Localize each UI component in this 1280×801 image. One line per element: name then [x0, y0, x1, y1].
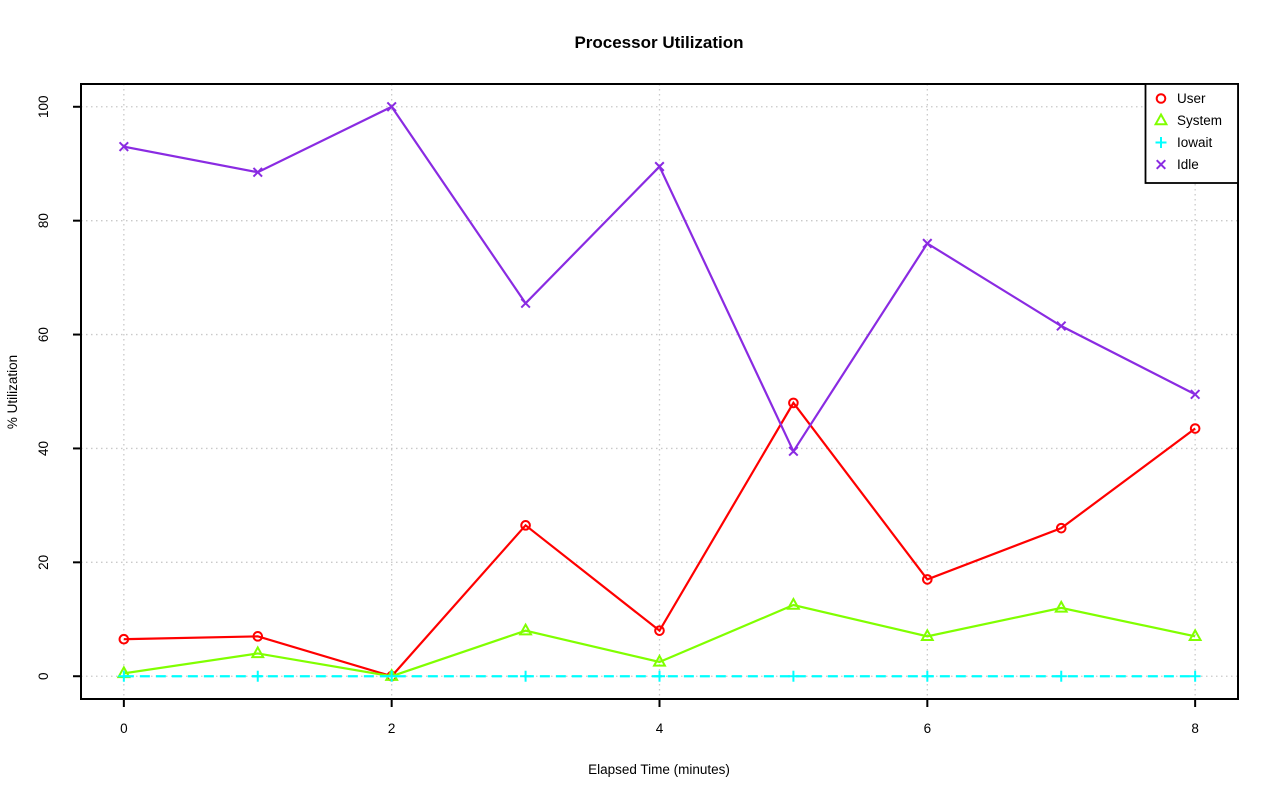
- legend-label: Idle: [1177, 157, 1199, 172]
- circle-marker-icon: [1055, 522, 1067, 534]
- legend-item-system: System: [1153, 112, 1222, 128]
- x-tick-label: 8: [1191, 721, 1199, 736]
- legend-label: User: [1177, 91, 1206, 106]
- circle-marker-icon: [654, 625, 665, 636]
- y-tick-label: 40: [36, 441, 51, 456]
- plus-marker-icon: [654, 670, 665, 682]
- y-tick-label: 60: [36, 327, 51, 342]
- circle-marker-icon: [1189, 423, 1201, 434]
- circle-marker-icon: [118, 633, 130, 645]
- circle-marker-icon: [922, 574, 933, 585]
- series-layer: [116, 101, 1203, 682]
- y-tick-label: 100: [36, 96, 51, 119]
- circle-marker-icon: [520, 520, 531, 531]
- legend-item-iowait: Iowait: [1155, 135, 1213, 150]
- x-marker-icon: [1190, 389, 1201, 400]
- triangle-marker-icon: [250, 645, 265, 659]
- plus-marker-icon: [118, 670, 130, 682]
- plus-marker-icon: [787, 670, 799, 682]
- legend-item-idle: Idle: [1155, 157, 1199, 172]
- y-tick-label: 0: [36, 672, 51, 680]
- circle-marker-icon: [252, 631, 264, 642]
- x-marker-icon: [788, 446, 799, 457]
- system-line: [123, 603, 1196, 678]
- triangle-marker-icon: [1153, 112, 1169, 126]
- triangle-marker-icon: [518, 622, 533, 636]
- x-tick-label: 2: [388, 721, 396, 736]
- x-marker-icon: [1155, 159, 1167, 170]
- y-tick-label: 80: [36, 213, 51, 228]
- plus-marker-icon: [386, 670, 398, 682]
- legend-label: System: [1177, 113, 1222, 128]
- x-tick-label: 4: [656, 721, 664, 736]
- x-marker-icon: [252, 167, 263, 178]
- plus-marker-icon: [921, 670, 933, 682]
- x-marker-icon: [118, 141, 129, 152]
- circle-marker-icon: [788, 397, 799, 409]
- legend-label: Iowait: [1177, 135, 1213, 150]
- x-tick-label: 0: [120, 721, 128, 736]
- x-marker-icon: [520, 298, 531, 309]
- plus-marker-icon: [1055, 670, 1067, 682]
- x-axis-label: Elapsed Time (minutes): [588, 762, 730, 777]
- x-marker-icon: [386, 101, 397, 112]
- x-tick-label: 6: [924, 721, 932, 736]
- legend: User System Iowait Idle: [1144, 83, 1239, 184]
- chart-title: Processor Utilization: [574, 33, 743, 52]
- x-marker-icon: [922, 238, 933, 249]
- user-line: [123, 400, 1196, 678]
- x-marker-icon: [654, 161, 665, 172]
- triangle-marker-icon: [786, 596, 801, 610]
- plus-marker-icon: [520, 670, 532, 682]
- plus-marker-icon: [1189, 670, 1201, 682]
- triangle-marker-icon: [1054, 599, 1069, 613]
- triangle-marker-icon: [920, 628, 935, 642]
- x-marker-icon: [1056, 321, 1067, 332]
- triangle-marker-icon: [1188, 628, 1203, 642]
- y-axis-label: % Utilization: [5, 355, 20, 429]
- legend-box: [1144, 83, 1239, 184]
- legend-item-user: User: [1155, 91, 1206, 106]
- triangle-marker-icon: [652, 653, 667, 667]
- plus-marker-icon: [252, 670, 264, 682]
- plus-marker-icon: [1155, 137, 1167, 148]
- y-tick-label: 20: [36, 555, 51, 570]
- axis-ticks: [73, 105, 1197, 707]
- circle-marker-icon: [1155, 93, 1167, 104]
